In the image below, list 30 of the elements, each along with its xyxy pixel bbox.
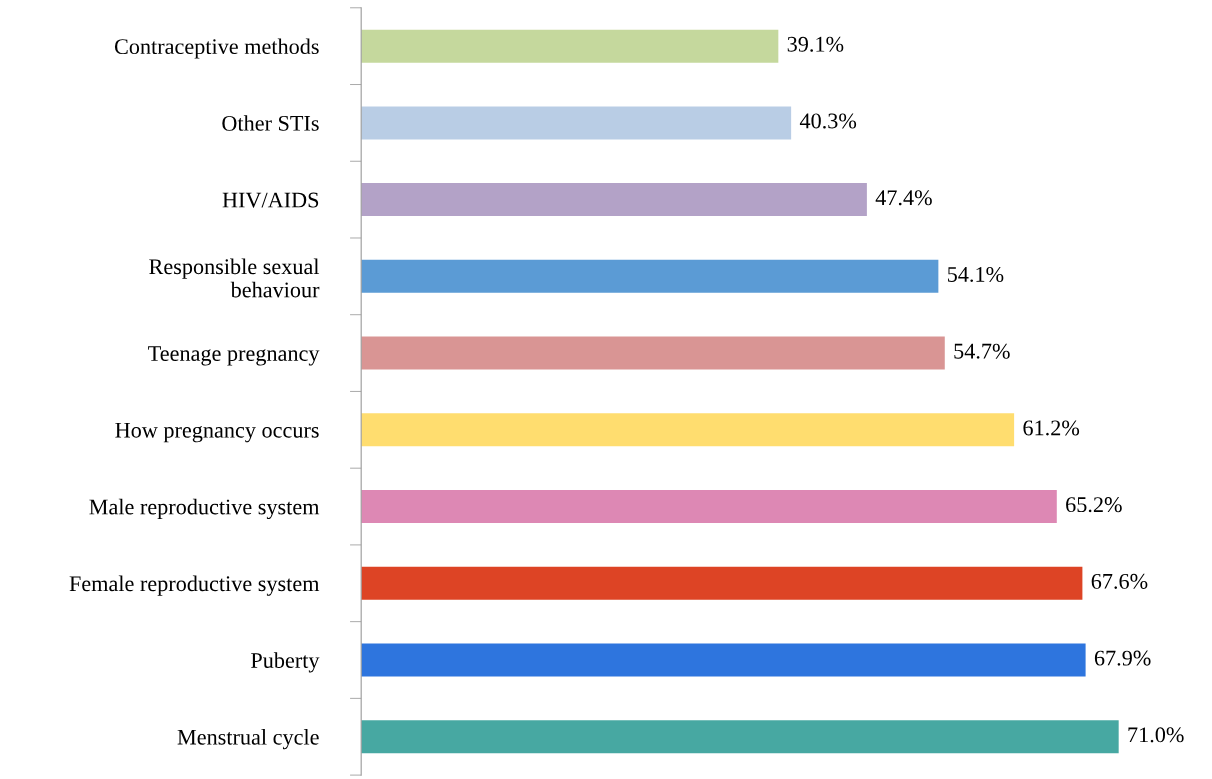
bar: [361, 183, 867, 217]
data-label: 39.1%: [787, 36, 844, 52]
y-tick-label: Contraceptive methods: [114, 38, 319, 59]
bar: [361, 413, 1015, 447]
bar: [361, 643, 1086, 677]
bar: [361, 720, 1119, 754]
y-tick-label: Puberty: [251, 652, 320, 673]
y-tick-label: HIV/AIDS: [222, 192, 319, 208]
bar: [361, 106, 792, 140]
bar: [361, 259, 939, 293]
y-tick-label: Menstrual cycle: [177, 729, 319, 750]
data-label: 54.7%: [954, 343, 1010, 359]
data-label: 40.3%: [799, 113, 857, 129]
data-label: 71.0%: [1128, 727, 1184, 743]
y-tick-label: Teenage pregnancy: [148, 346, 320, 366]
y-tick-label: Responsible sexual behaviour: [149, 258, 320, 298]
bar: [361, 29, 779, 63]
data-label: 47.4%: [875, 190, 932, 206]
y-tick-label: Female reproductive system: [69, 575, 320, 596]
y-tick-label: Male reproductive system: [89, 498, 320, 520]
data-label: 61.2%: [1023, 420, 1080, 436]
y-tick-label: How pregnancy occurs: [115, 422, 319, 443]
y-tick-label: Other STIs: [222, 115, 319, 131]
data-label: 67.9%: [1094, 650, 1151, 666]
bar: [361, 566, 1083, 600]
data-label: 67.6%: [1091, 573, 1148, 589]
bar: [361, 490, 1057, 524]
bar: [361, 336, 945, 370]
data-label: 65.2%: [1066, 497, 1122, 513]
data-label: 54.1%: [947, 266, 1004, 283]
